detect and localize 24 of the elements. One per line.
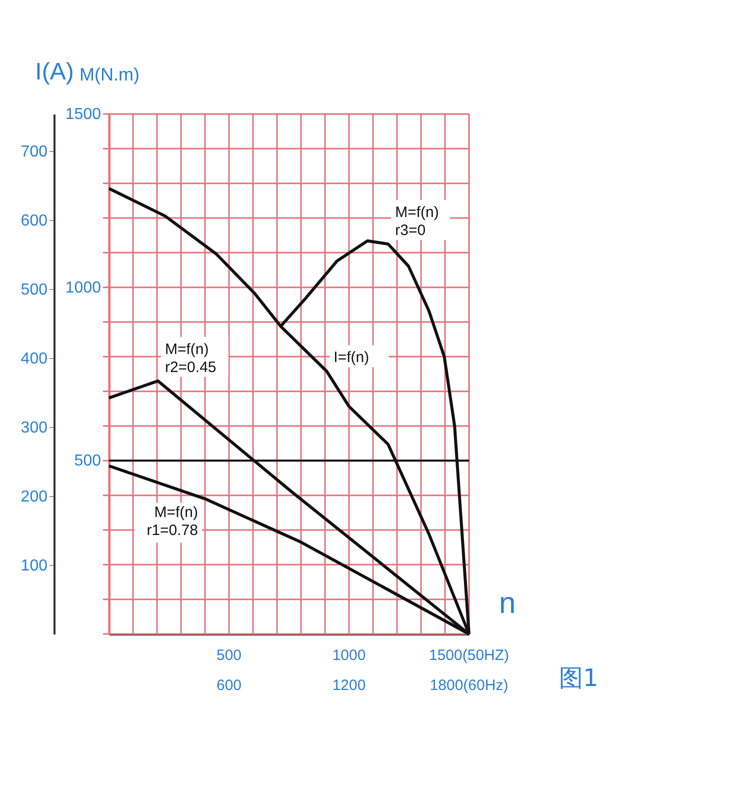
y-tick-label: 400 xyxy=(20,350,48,368)
y-axis-title: I(A) xyxy=(35,58,74,86)
series-label: I=f(n) xyxy=(334,349,370,366)
y2-axis-title: M(N.m) xyxy=(80,64,140,84)
y-tick-label: 100 xyxy=(20,558,48,575)
caption: 图1 xyxy=(559,664,598,692)
series-label: M=f(n) r3=0 xyxy=(395,204,439,239)
y-tick-label: 700 xyxy=(20,144,48,161)
x2-tick-label: 600 xyxy=(216,677,242,694)
x-axis-title: n xyxy=(499,587,516,620)
y-tick-label: 500 xyxy=(20,282,48,299)
y2-tick-label: 500 xyxy=(74,452,102,470)
series-label: M=f(n) r1=0.78 xyxy=(146,504,198,539)
x2-tick-label: 1800(60Hz) xyxy=(430,677,508,694)
y-tick-label: 200 xyxy=(20,488,48,506)
x2-tick-label: 1200 xyxy=(332,677,366,694)
y-tick-label: 600 xyxy=(20,212,48,230)
x-tick-label: 1000 xyxy=(332,647,366,664)
y2-tick-label: 1000 xyxy=(65,279,102,296)
x-tick-label: 1500(50HZ) xyxy=(428,647,510,664)
series-label: M=f(n) r2=0.45 xyxy=(164,340,216,376)
x-tick-label: 500 xyxy=(216,647,242,664)
y2-tick-label: 1500 xyxy=(65,106,102,123)
y-tick-label: 300 xyxy=(20,420,48,437)
